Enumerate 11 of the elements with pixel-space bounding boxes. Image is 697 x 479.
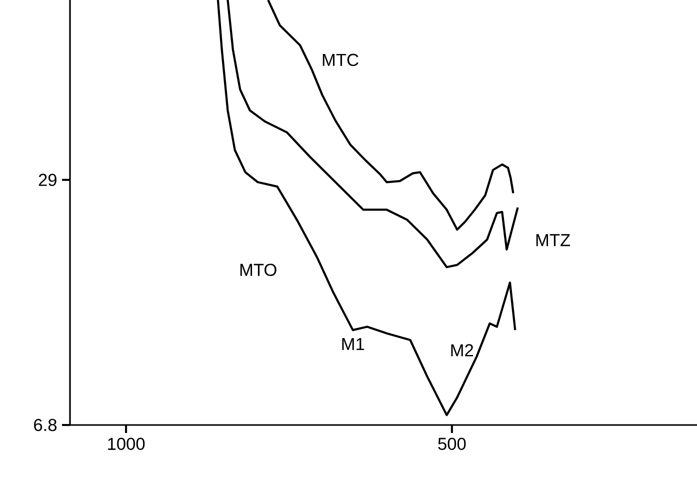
y-tick-label: 29 (38, 174, 56, 186)
line-series (267, 0, 514, 231)
text: MTO (240, 264, 276, 276)
y-tick-label: 6.8 (34, 418, 57, 432)
series-label: MTZ (536, 234, 570, 246)
x-tick-label: 1000 (108, 438, 145, 450)
series-label: MTC (322, 54, 358, 66)
annotation: M1 (342, 338, 364, 350)
line-series (216, 0, 516, 416)
x-tick-label: 500 (438, 438, 466, 450)
annotation: M2 (451, 344, 474, 356)
